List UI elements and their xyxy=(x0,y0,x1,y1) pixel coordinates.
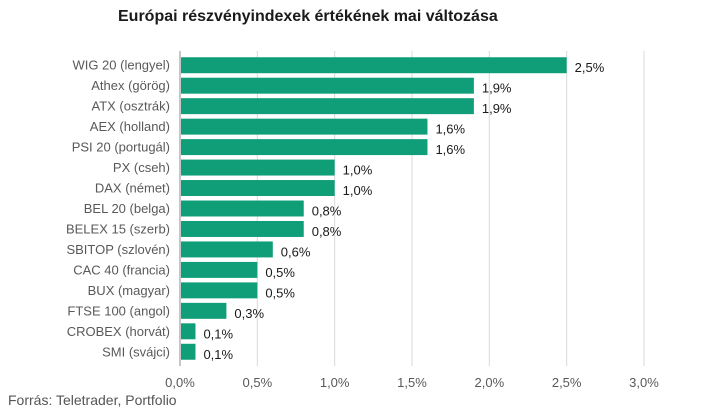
x-tick-label: 3,0% xyxy=(629,375,659,390)
category-label: SMI (svájci) xyxy=(102,344,170,359)
category-label: BEL 20 (belga) xyxy=(84,201,170,216)
data-label: 0,5% xyxy=(265,285,295,300)
category-label: AEX (holland) xyxy=(90,119,170,134)
bar xyxy=(181,241,273,258)
data-label: 1,9% xyxy=(482,101,512,116)
x-tick-label: 1,0% xyxy=(320,375,350,390)
category-label: FTSE 100 (angol) xyxy=(67,303,170,318)
bar xyxy=(181,180,335,197)
data-label: 1,0% xyxy=(343,163,373,178)
category-label: BUX (magyar) xyxy=(88,283,170,298)
data-label: 0,6% xyxy=(281,244,311,259)
data-label: 0,5% xyxy=(265,265,295,280)
data-label: 0,1% xyxy=(203,326,233,341)
category-label: CAC 40 (francia) xyxy=(73,262,170,277)
x-tick-label: 0,0% xyxy=(165,375,195,390)
bar xyxy=(181,220,304,237)
x-tick-label: 2,0% xyxy=(475,375,505,390)
bar xyxy=(181,77,474,94)
data-label: 1,6% xyxy=(435,142,465,157)
category-label: CROBEX (horvát) xyxy=(67,324,170,339)
x-tick-label: 1,5% xyxy=(397,375,427,390)
bars xyxy=(181,57,567,360)
category-label: SBITOP (szlovén) xyxy=(66,242,170,257)
bar xyxy=(181,159,335,176)
category-label: PX (cseh) xyxy=(113,160,170,175)
data-label: 1,6% xyxy=(435,122,465,137)
category-label: Athex (görög) xyxy=(91,78,170,93)
category-label: DAX (német) xyxy=(95,181,170,196)
data-label: 0,1% xyxy=(203,347,233,362)
bar xyxy=(181,118,428,135)
data-label: 1,0% xyxy=(343,183,373,198)
chart-title: Európai részvényindexek értékének mai vá… xyxy=(118,8,498,25)
x-tick-label: 2,5% xyxy=(552,375,582,390)
category-label: WIG 20 (lengyel) xyxy=(72,58,170,73)
data-label: 0,8% xyxy=(312,204,342,219)
bar xyxy=(181,323,196,340)
source-note: Forrás: Teletrader, Portfolio xyxy=(8,392,177,408)
bar xyxy=(181,282,258,299)
bar xyxy=(181,200,304,217)
bar xyxy=(181,343,196,360)
data-label: 1,9% xyxy=(482,81,512,96)
category-label: BELEX 15 (szerb) xyxy=(66,221,170,236)
category-label: ATX (osztrák) xyxy=(92,99,171,114)
category-label: PSI 20 (portugál) xyxy=(72,140,170,155)
bar xyxy=(181,57,567,74)
x-tick-label: 0,5% xyxy=(243,375,273,390)
bar xyxy=(181,261,258,278)
data-label: 2,5% xyxy=(575,60,605,75)
data-label: 0,8% xyxy=(312,224,342,239)
labels: 0,0% 0,5% 1,0% 1,5% 2,0% 2,5% 3,0% WIG 20 (leng… xyxy=(66,58,659,390)
bar xyxy=(181,139,428,156)
data-label: 0,3% xyxy=(234,306,264,321)
bar xyxy=(181,98,474,115)
bar xyxy=(181,302,227,319)
